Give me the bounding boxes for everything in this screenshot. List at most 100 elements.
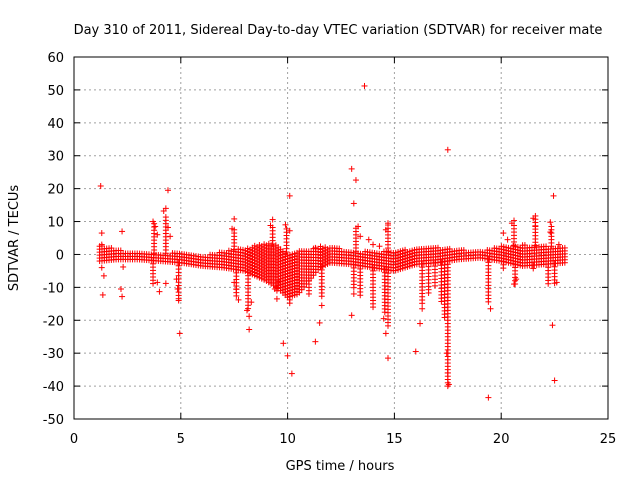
data-point (150, 218, 157, 225)
data-point (318, 302, 325, 309)
data-point (246, 326, 253, 333)
data-point (384, 220, 391, 227)
y-tick-label: 60 (47, 51, 64, 66)
y-tick-label: 10 (47, 216, 64, 231)
data-point (553, 279, 560, 286)
data-point (357, 233, 364, 240)
data-point (443, 350, 450, 357)
x-tick-label: 15 (386, 432, 403, 447)
data-point (312, 244, 319, 251)
data-point (384, 322, 391, 329)
data-point (288, 370, 295, 377)
data-point (282, 221, 289, 228)
chart-title: Day 310 of 2011, Sidereal Day-to-day VTE… (74, 23, 603, 38)
y-tick-label: -40 (43, 380, 64, 395)
data-point (444, 369, 451, 376)
data-point (370, 241, 377, 248)
data-point (419, 300, 426, 307)
data-point (248, 299, 255, 306)
data-point (164, 187, 171, 194)
data-point (119, 228, 126, 235)
data-point (485, 298, 492, 305)
data-point (98, 264, 105, 271)
y-tick-label: 40 (47, 117, 64, 132)
axis-layer: 0 5 10 15 20 25 -50 -40 -30 -20 -10 0 10 20 30 40 50 60 (43, 51, 617, 447)
data-point (445, 381, 452, 388)
data-point (156, 288, 163, 295)
grid-layer (74, 57, 608, 419)
data-point (162, 280, 169, 287)
data-point (176, 330, 183, 337)
data-point (357, 292, 364, 299)
data-point (511, 281, 518, 288)
data-point (286, 192, 293, 199)
data-point (511, 217, 518, 224)
x-tick-label: 5 (177, 432, 185, 447)
data-point (119, 293, 126, 300)
y-tick-label: 30 (47, 150, 64, 165)
data-point (286, 300, 293, 307)
data-point (162, 205, 169, 212)
data-point (231, 279, 238, 286)
y-tick-label: 20 (47, 183, 64, 198)
data-point (167, 233, 174, 240)
data-point (350, 290, 357, 297)
x-tick-label: 20 (493, 432, 510, 447)
data-point (350, 200, 357, 207)
data-point (365, 236, 372, 243)
data-point-layer (96, 82, 568, 401)
y-tick-label: -20 (43, 314, 64, 329)
data-point (561, 244, 568, 251)
data-point (233, 286, 240, 293)
data-point (98, 241, 105, 248)
data-point (532, 223, 539, 230)
data-point (271, 286, 278, 293)
data-point (547, 229, 554, 236)
data-point (164, 224, 171, 231)
data-point (246, 313, 253, 320)
y-tick-label: -10 (43, 281, 64, 296)
data-point (100, 272, 107, 279)
data-point (283, 225, 290, 232)
x-tick-label: 25 (600, 432, 617, 447)
data-point (229, 225, 236, 232)
y-tick-label: -30 (43, 347, 64, 362)
data-point (352, 177, 359, 184)
data-point (154, 231, 161, 238)
y-tick-label: -50 (43, 413, 64, 428)
data-point (431, 282, 438, 289)
data-point (361, 82, 368, 89)
y-axis-label: SDTVAR / TECUs (7, 185, 22, 292)
data-point (500, 230, 507, 237)
data-point (370, 304, 377, 311)
data-point (175, 297, 182, 304)
y-tick-label: 0 (56, 248, 64, 263)
data-point (487, 305, 494, 312)
data-point (286, 227, 293, 234)
data-point (376, 243, 383, 250)
data-point (555, 241, 562, 248)
data-point (154, 279, 161, 286)
data-point (117, 286, 124, 293)
data-point (547, 219, 554, 226)
data-point (530, 265, 537, 272)
data-point (280, 340, 287, 347)
data-point (120, 263, 127, 270)
data-point (551, 377, 558, 384)
data-point (173, 276, 180, 283)
data-point (382, 226, 389, 233)
data-point (244, 307, 251, 314)
data-point (500, 265, 507, 272)
y-tick-label: 50 (47, 84, 64, 99)
data-point (355, 223, 362, 230)
data-point (233, 292, 240, 299)
data-point (382, 330, 389, 337)
data-point (316, 319, 323, 326)
data-point (348, 312, 355, 319)
data-point (269, 216, 276, 223)
data-point (284, 352, 291, 359)
data-point (273, 295, 280, 302)
data-point (312, 338, 319, 345)
data-point (97, 183, 104, 190)
